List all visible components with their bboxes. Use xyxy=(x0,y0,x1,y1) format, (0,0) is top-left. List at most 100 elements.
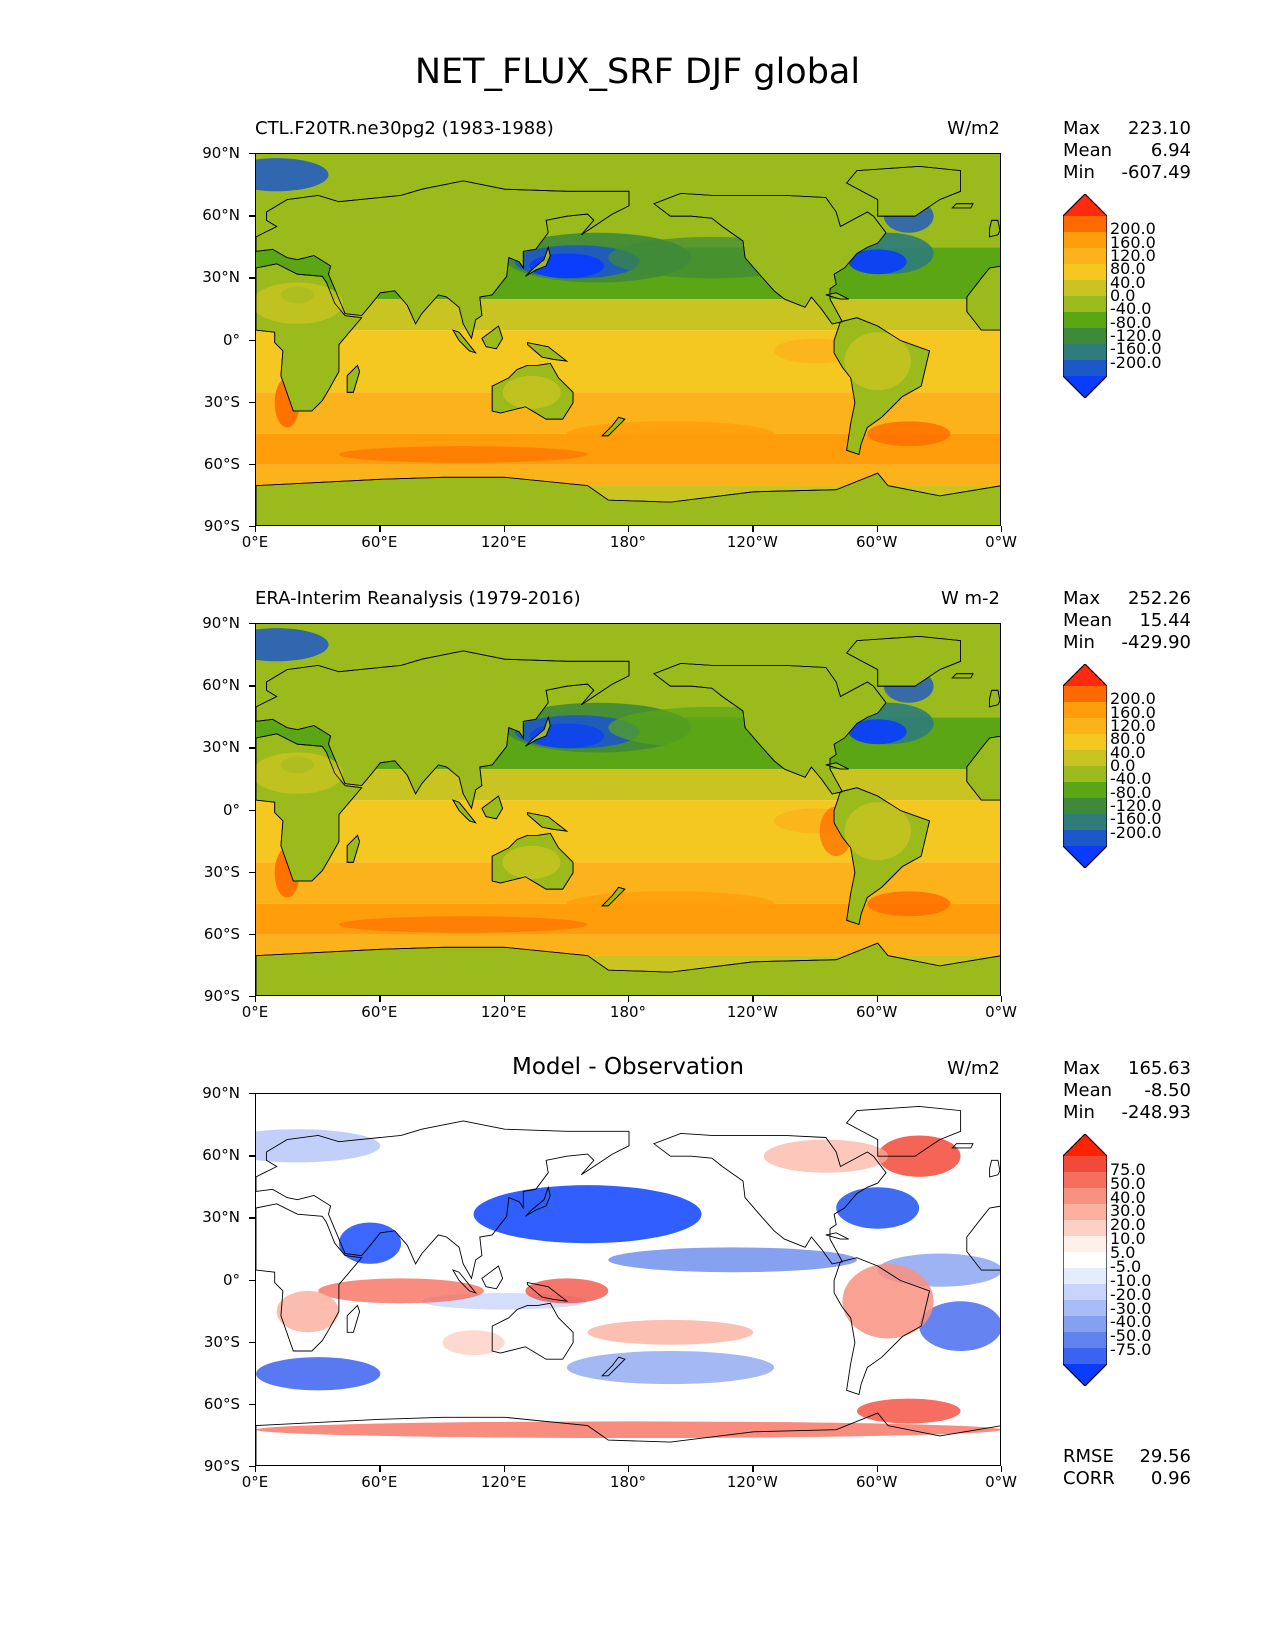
field-contour xyxy=(256,1129,381,1163)
colorbar-segment xyxy=(1063,718,1107,735)
lon-tick xyxy=(1001,996,1003,1002)
lon-tick-label: 0°E xyxy=(241,533,269,551)
coastline xyxy=(653,192,887,325)
colorbar-label: 5.0 xyxy=(1110,1243,1136,1263)
lat-tick-label: 90°S xyxy=(203,987,240,1005)
field-contour xyxy=(919,1301,1000,1351)
lat-tick-label: 60°S xyxy=(203,1394,240,1413)
colorbar-segment xyxy=(1063,280,1107,297)
field-contour xyxy=(566,1350,775,1385)
lat-tick xyxy=(249,1093,255,1095)
lon-tick xyxy=(628,1466,630,1472)
field-contour xyxy=(848,719,907,745)
field-contour xyxy=(338,916,588,933)
lat-tick xyxy=(249,685,255,687)
colorbar-label: 80.0 xyxy=(1110,259,1146,279)
lon-tick-label: 0°E xyxy=(241,1003,269,1021)
coastline xyxy=(833,787,930,926)
stat-max-label: Max xyxy=(1063,118,1101,139)
colorbar-segment xyxy=(1063,1236,1107,1253)
colorbar-label: 10.0 xyxy=(1110,1229,1146,1249)
colorbar-label: -120.0 xyxy=(1110,326,1162,345)
lon-tick xyxy=(752,526,754,532)
colorbar-segment xyxy=(1063,1300,1107,1317)
field-contour xyxy=(848,249,907,275)
colorbar-svg xyxy=(1062,193,1108,399)
coastline xyxy=(966,265,1000,331)
field-contour xyxy=(502,375,561,409)
lon-tick-label: 120°E xyxy=(480,1003,527,1021)
lat-tick-label: 60°N xyxy=(202,676,240,695)
stat-max-label: Max xyxy=(1063,588,1101,609)
stats-box: Max 223.10 Mean 6.94 Min -607.49 xyxy=(1063,118,1191,184)
coastline xyxy=(481,795,504,820)
coastline xyxy=(825,762,849,770)
colorbar-segment xyxy=(1063,798,1107,815)
stat-mean: 6.94 xyxy=(1150,140,1191,161)
lon-tick xyxy=(503,1466,506,1472)
lat-tick xyxy=(249,526,255,528)
colorbar-label: 40.0 xyxy=(1110,742,1146,762)
lat-tick xyxy=(249,1217,255,1219)
lon-tick-label: 60°E xyxy=(361,533,398,551)
units-label: W m-2 xyxy=(940,588,1000,609)
colorbar-segment xyxy=(1063,1316,1107,1333)
lon-tick-label: 0°E xyxy=(241,1473,269,1491)
field-contour xyxy=(844,332,911,391)
lat-tick-label: 0° xyxy=(222,800,240,819)
colorbar-extend-bottom xyxy=(1063,376,1107,398)
colorbar-segment xyxy=(1063,312,1107,329)
colorbar-observation xyxy=(1062,663,1108,869)
lat-tick-label: 0° xyxy=(222,1270,240,1289)
field-contour xyxy=(877,1135,961,1177)
colorbar-extend-top xyxy=(1063,194,1107,216)
coastline xyxy=(989,689,1000,708)
colorbar-label: -200.0 xyxy=(1110,352,1162,372)
coastline xyxy=(601,416,626,437)
corr-label: CORR xyxy=(1063,1468,1115,1489)
field-contour xyxy=(763,1139,889,1173)
lat-tick-label: 60°S xyxy=(203,924,240,943)
colorbar-segment xyxy=(1063,344,1107,361)
field-contour xyxy=(566,421,775,447)
lat-tick-label: 30°N xyxy=(202,268,240,287)
field-contour xyxy=(256,1421,1000,1438)
lat-tick xyxy=(249,933,255,936)
coastline xyxy=(491,832,574,890)
lat-tick xyxy=(249,871,255,874)
field-contour xyxy=(608,1247,857,1273)
field-contour xyxy=(256,1357,381,1391)
lon-tick xyxy=(876,526,879,532)
stats-box: Max 252.26 Mean 15.44 Min -429.90 xyxy=(1063,588,1191,654)
colorbar-label: -30.0 xyxy=(1110,1298,1152,1318)
colorbar-segment xyxy=(1063,734,1107,751)
colorbar-difference xyxy=(1062,1133,1108,1387)
coastline xyxy=(256,263,363,412)
colorbar-extend-top xyxy=(1063,1134,1107,1156)
stat-mean-label: Mean xyxy=(1063,1080,1113,1101)
stat-max: 223.10 xyxy=(1128,118,1191,139)
units-label: W/m2 xyxy=(947,118,1000,139)
colorbar-label: 160.0 xyxy=(1110,702,1156,722)
colorbar-label: 40.0 xyxy=(1110,272,1146,292)
coastline xyxy=(256,1203,363,1352)
lon-tick-label: 0°W xyxy=(985,1003,1017,1021)
lon-tick xyxy=(503,996,506,1002)
lon-tick xyxy=(255,1466,257,1472)
coastline xyxy=(525,1185,551,1217)
lon-tick xyxy=(628,996,630,1002)
coastline xyxy=(256,1120,630,1280)
lat-tick-label: 30°S xyxy=(203,862,240,881)
lat-tick-label: 60°N xyxy=(202,206,240,225)
field-contour xyxy=(566,891,775,917)
colorbar-segment xyxy=(1063,1220,1107,1237)
lat-tick-label: 90°S xyxy=(203,1457,240,1475)
field-contour xyxy=(842,1263,934,1339)
map-observation xyxy=(255,623,1001,996)
colorbar-svg xyxy=(1062,1133,1108,1387)
colorbar-label: -10.0 xyxy=(1110,1270,1152,1290)
lat-tick xyxy=(249,401,255,404)
map-difference xyxy=(255,1093,1001,1466)
colorbar-label: -5.0 xyxy=(1110,1256,1142,1276)
coastline xyxy=(845,1105,962,1157)
